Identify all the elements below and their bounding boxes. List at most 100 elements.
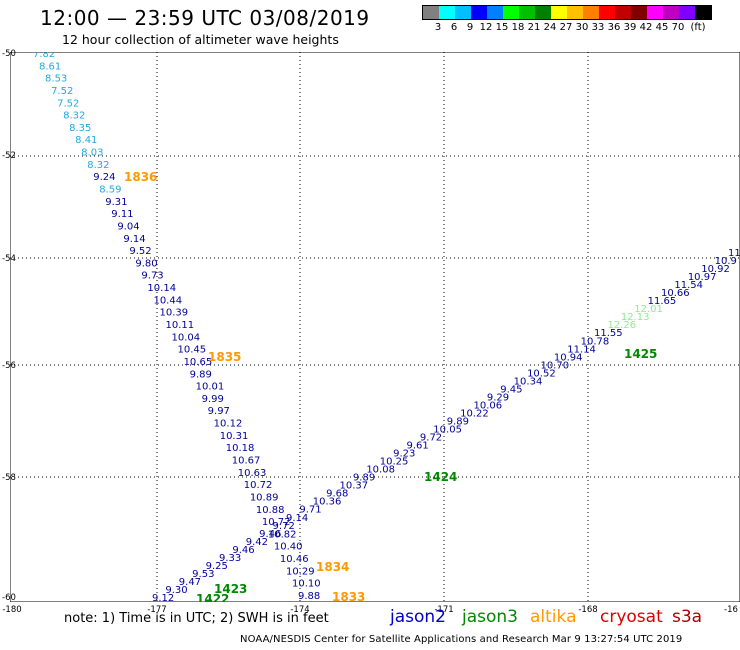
wave-height-value: 10.44 [153, 295, 182, 306]
legend-swatch [471, 6, 487, 19]
wave-height-value: 10.72 [262, 517, 291, 528]
wave-height-value: 10.10 [292, 579, 321, 590]
wave-height-value: 9.14 [123, 234, 145, 245]
sat-cryosat: cryosat [600, 607, 663, 627]
legend-swatch [423, 6, 439, 19]
legend-swatch [503, 6, 519, 19]
wave-height-value: 9.11 [111, 209, 133, 220]
wave-height-value: 10.06 [473, 400, 502, 411]
wave-height-value: 9.33 [219, 553, 241, 564]
legend-swatch [551, 6, 567, 19]
wave-height-value: 11 [728, 248, 740, 259]
wave-height-value: 10.12 [214, 419, 243, 430]
wave-height-value: 10.08 [366, 465, 395, 476]
wave-height-value: 9.47 [179, 577, 201, 588]
wave-height-value: 9.72 [420, 433, 442, 444]
legend-swatch [535, 6, 551, 19]
wave-height-value: 7.82 [33, 52, 55, 60]
wave-height-value: 9.46 [232, 545, 254, 556]
wave-height-value: 9.12 [152, 593, 174, 602]
map-title: 12:00 — 23:59 UTC 03/08/2019 [40, 6, 370, 30]
x-label: -16 [724, 605, 738, 615]
time-stamp-jason: 1423 [214, 582, 247, 596]
legend-swatch [455, 6, 471, 19]
wave-height-value: 8.03 [81, 148, 103, 159]
wave-height-value: 12.01 [634, 304, 663, 315]
legend-swatch [631, 6, 647, 19]
legend-label: 24 [543, 22, 557, 33]
wave-height-value: 10.05 [433, 425, 462, 436]
legend-label: 70 [671, 22, 685, 33]
wave-height-value: 10.70 [540, 360, 569, 371]
wave-height-value: 10.52 [527, 368, 556, 379]
x-label: -180 [2, 605, 22, 615]
wave-height-value: 10.45 [178, 345, 207, 356]
time-stamp-altika: 1836 [124, 170, 157, 184]
legend-swatch [439, 6, 455, 19]
wave-height-value: 11.54 [674, 280, 703, 291]
wave-height-value: 9.31 [105, 197, 127, 208]
wave-height-value: 10.67 [232, 456, 261, 467]
wave-height-value: 10.66 [661, 288, 690, 299]
wave-height-value: 10.14 [147, 283, 176, 294]
wave-height-value: 10.04 [172, 332, 201, 343]
legend-label: 21 [527, 22, 541, 33]
legend-label: 15 [495, 22, 509, 33]
wave-height-value: 9.53 [192, 569, 214, 580]
y-label: -52 [2, 151, 16, 161]
wave-height-value: 10.46 [280, 554, 309, 565]
track-altika-1835: 7.828.618.537.527.528.328.358.418.038.32… [33, 52, 321, 602]
x-label: -171 [434, 605, 454, 615]
wave-height-value: 9.71 [299, 505, 321, 516]
wave-height-value: 10.65 [184, 357, 213, 368]
time-stamp-altika: 1835 [208, 350, 241, 364]
track-jason-1424: 9.129.309.479.539.259.339.469.429.469.72… [152, 248, 740, 602]
legend-label: (ft) [690, 22, 706, 33]
time-stamp-jason: 1422 [196, 592, 229, 602]
wave-height-value: 10.31 [220, 431, 249, 442]
wave-height-value: 9.80 [135, 258, 157, 269]
wave-height-value: 9.72 [273, 521, 295, 532]
wave-height-value: 9.99 [202, 394, 224, 405]
wave-height-value: 9.61 [407, 441, 429, 452]
wave-height-value: 10.25 [380, 457, 409, 468]
wave-height-value: 9.45 [500, 384, 522, 395]
grid-lines [10, 52, 740, 602]
wave-height-value: 8.32 [63, 111, 85, 122]
wave-height-value: 10.92 [701, 264, 730, 275]
wave-height-value: 10.88 [256, 505, 285, 516]
wave-height-value: 9.52 [129, 246, 151, 257]
map-subtitle: 12 hour collection of altimeter wave hei… [62, 32, 339, 47]
sat-jason3: jason3 [462, 607, 518, 627]
footer-credit: NOAA/NESDIS Center for Satellite Applica… [240, 634, 683, 645]
wave-height-value: 12.26 [607, 320, 636, 331]
wave-height-value: 9.04 [117, 221, 139, 232]
wave-height-value: 10.11 [166, 320, 195, 331]
wave-height-value: 9.24 [93, 172, 115, 183]
sat-jason2: jason2 [390, 607, 446, 627]
wave-height-value: 9.89 [353, 473, 375, 484]
legend-label: 18 [511, 22, 525, 33]
wave-height-value: 10.94 [554, 352, 583, 363]
wave-height-value: 9.73 [141, 271, 163, 282]
y-label: -54 [2, 254, 16, 264]
wave-height-value: 9.23 [393, 449, 415, 460]
wave-height-value: 10.01 [196, 382, 225, 393]
wave-height-value: 9.89 [447, 416, 469, 427]
wave-height-value: 8.32 [87, 160, 109, 171]
legend-label: 3 [434, 22, 442, 33]
x-label: -177 [147, 605, 167, 615]
wave-height-value: 12.13 [621, 312, 650, 323]
wave-height-value: 11.65 [648, 296, 677, 307]
wave-height-value: 9.88 [298, 591, 320, 602]
y-label: -56 [2, 361, 16, 371]
wave-height-value: 10.34 [514, 376, 543, 387]
legend-swatch [663, 6, 679, 19]
x-label: -174 [290, 605, 310, 615]
wave-height-value: 7.52 [51, 86, 73, 97]
wave-height-value: 10.37 [340, 481, 369, 492]
wave-height-value: 8.35 [69, 123, 91, 134]
sat-altika: altika [530, 607, 577, 627]
x-label: -168 [578, 605, 598, 615]
